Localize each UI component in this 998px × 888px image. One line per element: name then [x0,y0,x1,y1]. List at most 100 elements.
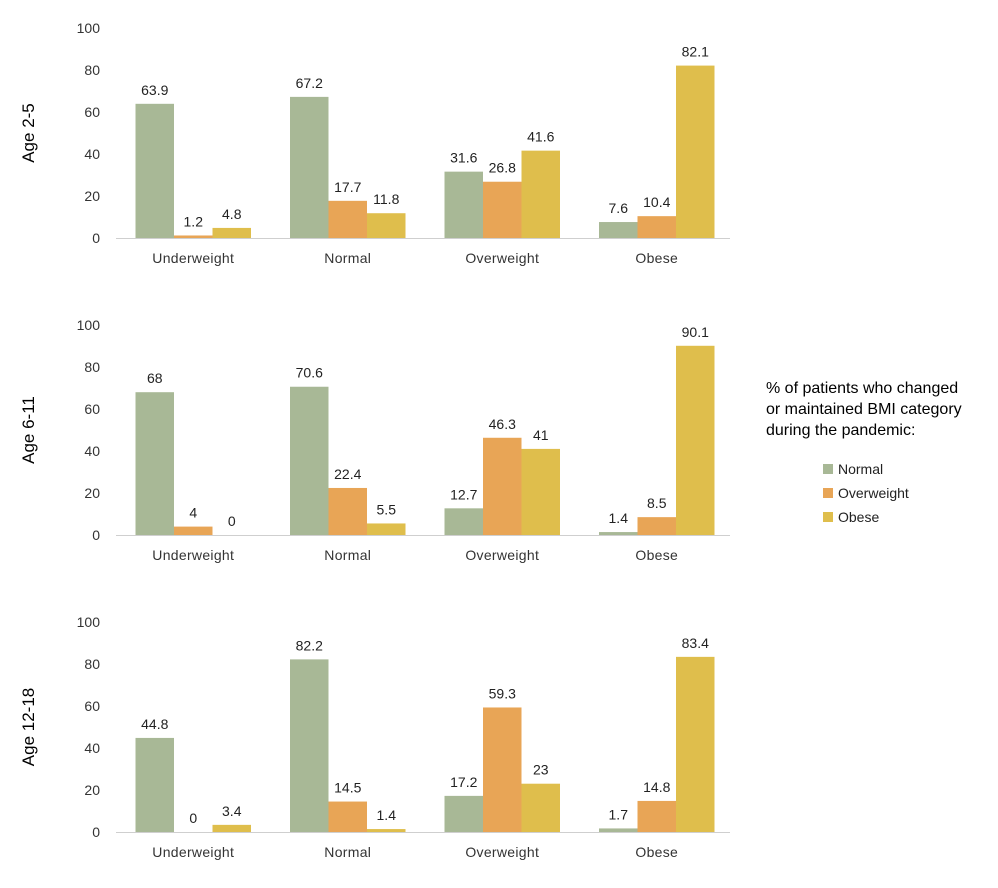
data-label: 63.9 [141,82,168,98]
bar-overweight-obese [637,517,676,535]
data-label: 1.4 [377,807,397,823]
category-label: Overweight [465,547,539,563]
data-label: 70.6 [296,365,323,381]
bar-normal-normal [290,386,329,535]
bar-overweight-overweight [483,181,522,238]
data-label: 26.8 [489,160,516,176]
data-label: 44.8 [141,716,168,732]
row-label: Age 6-11 [19,396,38,464]
bar-overweight-overweight [483,437,522,535]
bar-overweight-normal [328,200,367,238]
bar-obese-normal [367,829,406,832]
data-label: 10.4 [643,194,670,210]
legend-swatch-overweight [823,488,833,498]
data-label: 82.2 [296,637,323,653]
data-label: 8.5 [647,495,667,511]
bar-obese-obese [676,65,715,238]
bar-obese-obese [676,345,715,535]
y-tick-label: 20 [84,485,100,501]
bar-overweight-underweight [174,526,213,535]
legend-item-normal: Normal [823,461,991,477]
y-tick-label: 80 [84,656,100,672]
y-tick-label: 100 [77,20,101,36]
y-tick-label: 80 [84,62,100,78]
y-tick-label: 100 [77,317,101,333]
data-label: 14.5 [334,780,361,796]
bar-normal-overweight [444,795,483,832]
data-label: 41 [533,427,549,443]
category-label: Underweight [152,844,234,860]
data-label: 68 [147,370,163,386]
bar-obese-underweight [212,227,251,238]
bar-obese-normal [367,213,406,238]
legend-label: Obese [838,509,880,525]
y-tick-label: 100 [77,614,101,630]
data-label: 0 [228,513,236,529]
y-tick-label: 40 [84,443,100,459]
bar-obese-underweight [212,824,251,832]
data-label: 17.7 [334,179,361,195]
data-label: 17.2 [450,774,477,790]
category-label: Normal [324,547,371,563]
category-label: Obese [635,844,678,860]
data-label: 14.8 [643,779,670,795]
bar-obese-obese [676,656,715,832]
legend-title: % of patients who changed or maintained … [766,378,991,441]
legend: % of patients who changed or maintained … [766,378,991,533]
legend-title-line: during the pandemic: [766,422,916,439]
category-label: Normal [324,844,371,860]
y-tick-label: 0 [92,230,100,246]
category-label: Underweight [152,250,234,266]
data-label: 0 [189,810,197,826]
data-label: 11.8 [373,191,399,207]
data-label: 5.5 [377,501,397,517]
data-label: 1.2 [184,213,204,229]
data-label: 31.6 [450,150,477,166]
bar-overweight-obese [637,216,676,238]
bar-overweight-obese [637,800,676,832]
y-tick-label: 60 [84,698,100,714]
bar-overweight-normal [328,801,367,832]
legend-item-obese: Obese [823,509,991,525]
bar-normal-overweight [444,508,483,535]
legend-label: Normal [838,461,884,477]
y-tick-label: 40 [84,740,100,756]
data-label: 46.3 [489,416,516,432]
y-tick-label: 0 [92,527,100,543]
data-label: 82.1 [682,44,709,60]
y-tick-label: 40 [84,146,100,162]
y-tick-label: 0 [92,824,100,840]
row-label: Age 12-18 [19,688,38,766]
bar-normal-underweight [135,392,174,535]
bar-overweight-underweight [174,235,213,238]
row-label: Age 2-5 [19,103,38,163]
data-label: 22.4 [334,466,361,482]
data-label: 7.6 [609,200,629,216]
bar-normal-overweight [444,171,483,238]
y-tick-label: 20 [84,188,100,204]
data-label: 59.3 [489,685,516,701]
category-label: Underweight [152,547,234,563]
legend-item-overweight: Overweight [823,485,991,501]
data-label: 3.4 [222,803,242,819]
data-label: 12.7 [450,486,477,502]
category-label: Normal [324,250,371,266]
data-label: 41.6 [527,129,554,145]
bar-normal-underweight [135,737,174,832]
data-label: 4 [189,505,197,521]
y-tick-label: 20 [84,782,100,798]
y-tick-label: 60 [84,104,100,120]
bar-normal-obese [599,222,638,238]
bar-obese-normal [367,523,406,535]
category-label: Obese [635,250,678,266]
bar-overweight-normal [328,487,367,535]
legend-title-line: % of patients who changed [766,380,959,397]
data-label: 23 [533,762,549,778]
y-tick-label: 80 [84,359,100,375]
legend-swatch-normal [823,464,833,474]
bar-normal-underweight [135,103,174,238]
data-label: 4.8 [222,206,242,222]
legend-label: Overweight [838,485,909,501]
category-label: Overweight [465,844,539,860]
